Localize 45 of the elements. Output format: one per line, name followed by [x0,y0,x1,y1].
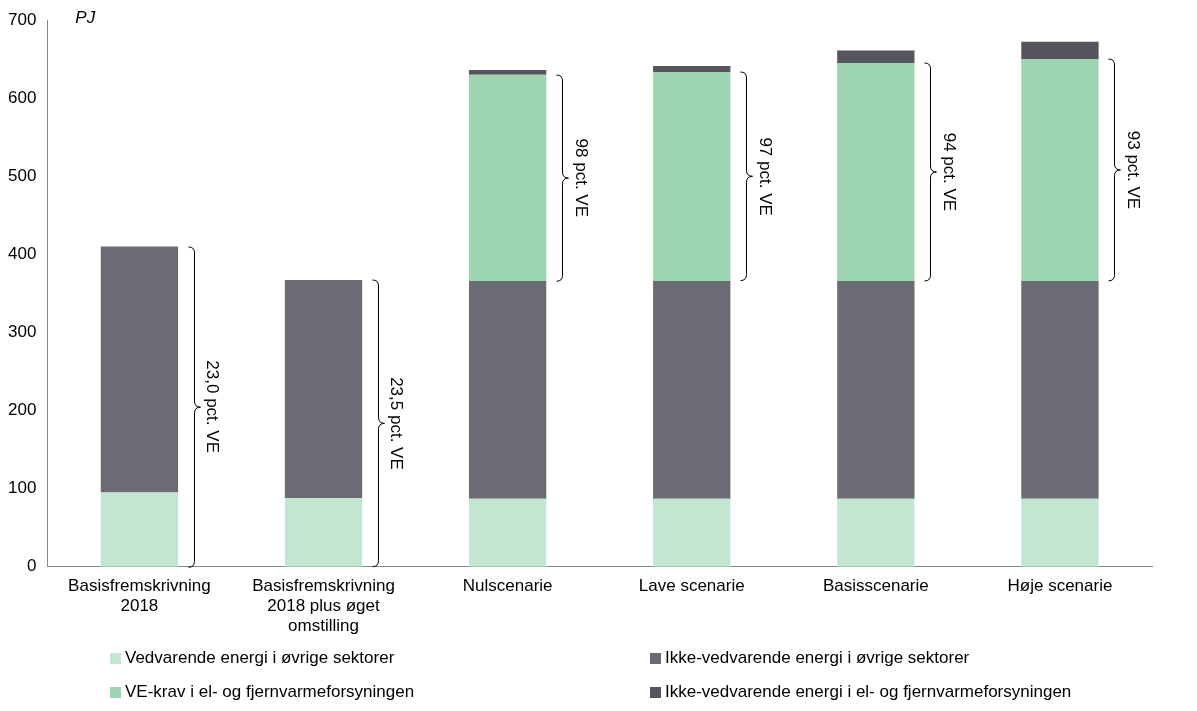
bar [1021,59,1099,281]
annotation: 97 pct. VE [755,137,775,216]
annotation: 23,5 pct. VE [387,377,407,470]
y-tick-label: 300 [7,322,37,342]
bar [1021,41,1099,60]
y-tick-label: 200 [7,400,37,420]
bar [468,280,547,499]
bar [653,66,731,73]
bar [1021,498,1099,567]
bar [653,72,731,281]
x-tick-label: Lave scenarie [638,575,745,595]
bar [837,280,915,499]
bar [1021,280,1099,499]
bar [653,498,731,567]
bar [468,498,547,567]
annotation: 94 pct. VE [939,132,959,212]
bar [100,246,179,493]
bar [468,74,547,281]
bar [837,62,915,281]
legend-label: Ikke-vedvarende energi i el- og fjernvarmeforsyningen [665,682,1072,702]
bar [653,280,731,499]
x-tick-label: Basisfremskrivning 2018 [68,575,211,616]
x-tick-label: Høje scenarie [1007,575,1113,595]
y-tick-label: 400 [7,244,37,264]
bar [837,498,915,567]
annotation: 93 pct. VE [1123,130,1143,210]
y-tick-label: 0 [26,556,37,576]
y-tick-label: 700 [7,9,37,29]
annotation: 23,0 pct. VE [203,360,223,453]
bar [468,69,547,75]
bar [284,280,363,499]
y-axis-title: PJ [75,7,96,27]
annotation: 98 pct. VE [571,138,591,218]
bar [837,50,915,63]
legend-label: VE-krav i el- og fjernvarmeforsyningen [125,682,415,702]
bar [100,492,179,567]
x-tick-label: Basisscenarie [822,575,929,595]
y-tick-label: 600 [7,87,37,107]
x-tick-label: Basisfremskrivning 2018 plus øget omstilling [252,575,395,636]
bar [284,498,363,567]
legend-label: Ikke-vedvarende energi i øvrige sektorer [665,648,970,668]
legend-label: Vedvarende energi i øvrige sektorer [125,648,395,668]
y-tick-label: 100 [7,478,37,498]
y-tick-label: 500 [7,165,37,185]
x-tick-label: Nulscenarie [462,575,553,595]
